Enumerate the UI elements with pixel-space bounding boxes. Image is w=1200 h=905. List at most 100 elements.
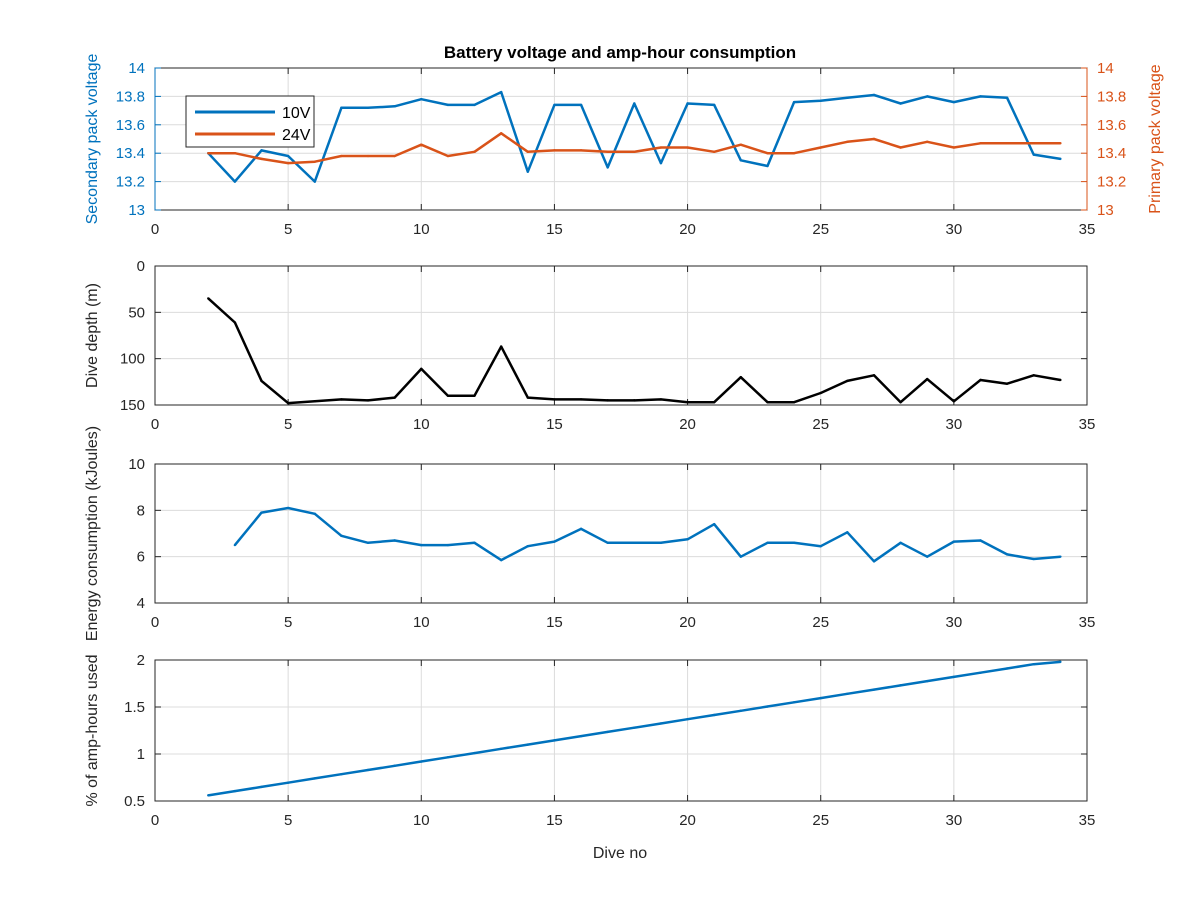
y-tick-label: 13.2 [116,174,145,191]
data-point [473,541,476,544]
legend-label-10v: 10V [282,105,311,122]
data-point [739,555,743,558]
y-right-axis-label: Primary pack voltage [1147,64,1164,213]
figure-title: Battery voltage and amp-hour consumption [444,43,796,62]
x-tick-label: 35 [1079,221,1096,238]
data-point [420,143,423,146]
data-point [872,560,876,563]
data-point [686,102,689,105]
data-point [579,398,583,401]
x-tick-label: 0 [151,416,159,433]
data-point [473,103,476,107]
y-right-tick-label: 13.6 [1097,117,1126,134]
data-point [952,146,956,149]
data-point [899,541,902,544]
data-point [313,777,316,780]
x-tick-label: 10 [413,614,430,631]
data-point [313,400,316,403]
data-point [739,709,743,712]
axes-box [154,463,1088,604]
data-point [286,506,290,510]
data-point [207,297,210,300]
x-tick-label: 30 [946,812,963,829]
data-point [473,394,476,397]
x-tick-label: 10 [413,221,430,238]
data-point [233,152,237,155]
data-point [739,376,743,379]
data-point [553,149,556,152]
x-tick-label: 5 [284,416,292,433]
data-point [553,398,556,401]
data-point [952,400,956,403]
data-point [819,146,822,149]
data-point [766,164,769,168]
x-tick-label: 5 [284,614,292,631]
x-tick-label: 10 [413,416,430,433]
panel-amphours: 0 5 10 15 20 25 30 35 0.5 1 1.5 2 % of amp-hours use… [84,652,1095,829]
y-tick-label: 13.8 [116,88,145,105]
data-point [366,768,370,772]
data-point [819,545,822,548]
data-point [340,773,343,776]
data-point [713,523,716,526]
data-point [713,713,716,717]
data-point [739,159,743,162]
data-point [260,149,263,152]
data-point [659,722,663,725]
panel-depth: 0 5 10 15 20 25 30 35 0 50 100 150 Dive depth (m) [84,258,1095,433]
data-point [872,137,876,141]
data-point [926,95,929,98]
data-point [286,781,290,784]
y-axis-label: Energy consumption (kJoules) [84,426,101,641]
data-point [579,149,583,152]
data-point [553,540,556,543]
data-point [526,396,529,399]
data-point [846,692,849,696]
data-point [792,701,796,704]
data-point [393,764,396,767]
data-point [499,132,503,135]
data-point [766,152,769,155]
data-point [233,543,237,547]
data-point [713,401,716,404]
data-point [1032,374,1035,377]
y-tick-label: 13.6 [116,117,145,134]
data-point [286,401,290,405]
data-point [633,102,636,105]
data-point [526,743,529,746]
data-point [420,98,423,101]
data-point [499,90,503,94]
y-tick-label: 2 [137,652,145,669]
data-point [1032,142,1035,145]
data-point [1059,157,1062,161]
y-tick-label: 8 [137,502,145,519]
y-right-tick-label: 13.4 [1097,145,1126,162]
data-point [393,539,396,542]
data-point [686,538,689,541]
data-point [446,394,450,397]
data-point [1032,663,1035,666]
data-point [340,106,343,109]
y-right-tick-label: 14 [1097,60,1114,77]
data-point [899,146,902,149]
data-point [633,399,636,402]
data-point [340,154,343,158]
data-point [606,730,609,734]
figure-xlabel: Dive no [593,845,647,862]
data-point [260,157,263,161]
data-point [979,671,982,674]
data-point [579,734,583,738]
data-point [526,545,529,548]
data-point [766,401,769,404]
data-point [1059,555,1062,558]
x-tick-label: 0 [151,221,159,238]
data-point [979,95,982,98]
x-tick-label: 35 [1079,614,1096,631]
x-tick-label: 25 [812,812,829,829]
data-point [606,399,609,402]
data-point [526,150,529,153]
data-point [659,146,663,149]
y-axis-label: Secondary pack voltage [84,54,101,225]
legend-label-24v: 24V [282,127,311,144]
